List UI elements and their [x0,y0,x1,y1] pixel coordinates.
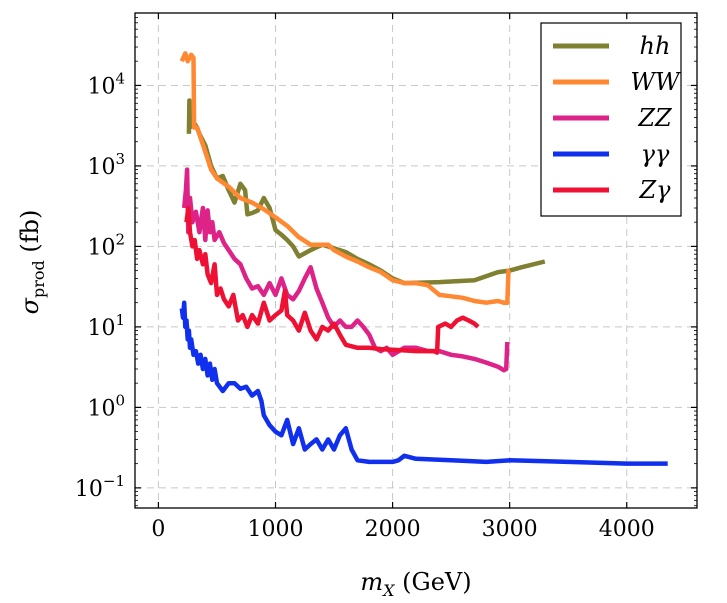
series-line-WW [179,51,511,305]
y-tick-label: 100 [87,391,125,421]
x-axis-label: mX (GeV) [360,568,471,600]
series-line-hh [186,98,546,286]
x-tick-label: 2000 [365,517,421,542]
legend-label-Zγ: Zγ [638,176,671,204]
x-tick-label: 1000 [248,517,304,542]
y-tick-label: 101 [87,311,125,341]
y-tick-label: 10−1 [75,472,125,502]
series-line-Zγ [184,205,480,355]
x-tick-label: 3000 [482,517,538,542]
y-tick-label: 104 [87,69,125,99]
y-axis-title: σprod (fb) [16,210,48,315]
x-tick-label: 0 [151,517,165,542]
y-axis-label: σprod (fb) [16,210,48,315]
x-tick-label: 4000 [599,517,655,542]
legend: hh WW ZZ γγ Zγ [540,22,682,217]
axis-ticks: 0 1000 2000 3000 4000 10−1 100 101 102 103 104 [75,13,697,542]
plot-frame [134,12,698,509]
legend-label-hh: hh [640,32,671,60]
y-tick-label: 103 [87,150,125,180]
series-line-γγ [179,300,668,466]
x-axis-title: mX (GeV) [360,568,471,600]
legend-label-ZZ: ZZ [637,104,673,132]
series-lines [179,51,668,466]
legend-label-WW: WW [630,68,682,96]
y-tick-label: 102 [87,230,125,260]
legend-label-γγ: γγ [641,140,670,168]
